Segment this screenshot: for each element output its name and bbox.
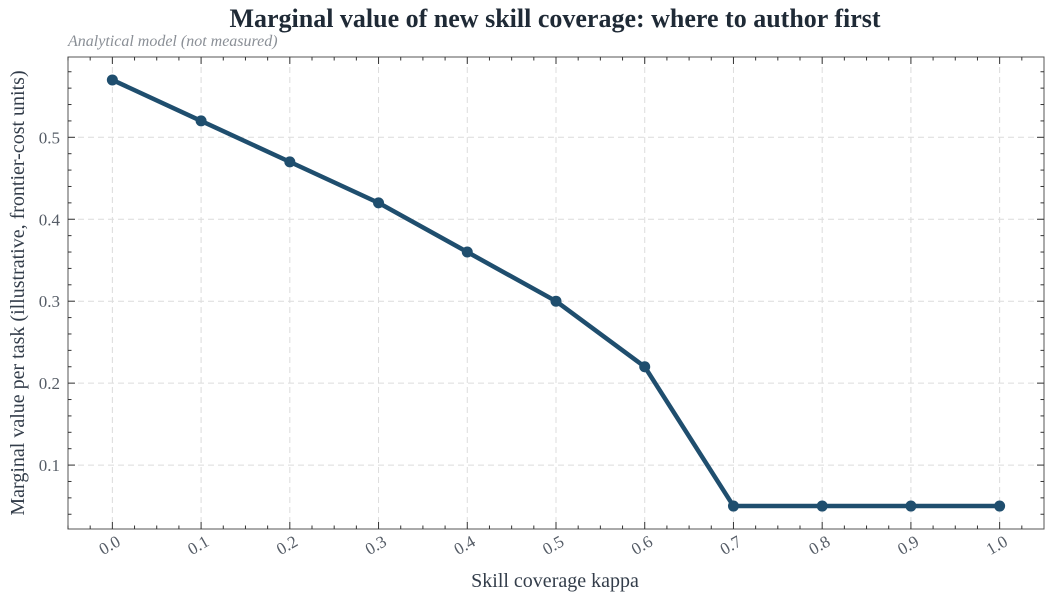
data-point [461, 246, 473, 258]
x-tick-label: 0.7 [717, 531, 745, 558]
data-point [639, 361, 651, 373]
y-tick-label: 0.1 [39, 456, 60, 475]
y-axis-label: Marginal value per task (illustrative, f… [7, 70, 29, 515]
data-point [994, 500, 1006, 512]
data-point [106, 74, 118, 86]
series-layer [106, 74, 1006, 512]
x-axis-label: Skill coverage kappa [471, 570, 639, 592]
x-tick-label: 0.8 [805, 532, 833, 559]
chart-subtitle: Analytical model (not measured) [67, 33, 278, 50]
x-tick-label: 0.1 [184, 532, 212, 559]
x-tick-label: 0.4 [451, 531, 479, 558]
y-tick-label: 0.3 [39, 292, 60, 311]
y-tick-label: 0.2 [39, 374, 60, 393]
data-point [195, 115, 207, 127]
x-tick-label: 0.3 [362, 532, 390, 559]
data-point [284, 156, 296, 168]
data-point [727, 500, 739, 512]
x-tick-label: 0.0 [96, 532, 124, 559]
data-point [550, 295, 562, 307]
grid [68, 57, 1044, 529]
chart-title: Marginal value of new skill coverage: wh… [229, 4, 880, 33]
data-point [816, 500, 828, 512]
data-point [373, 197, 385, 209]
axis-tick-labels: 0.0 0.1 0.2 0.3 0.4 0.5 0.6 0.7 0.8 0.9 1.0 0.1 0.2 0… [39, 128, 1011, 558]
x-tick-label: 0.6 [628, 532, 656, 559]
data-point [905, 500, 917, 512]
x-tick-label: 0.2 [273, 532, 301, 559]
y-tick-label: 0.4 [39, 210, 61, 229]
x-tick-label: 0.5 [539, 532, 567, 559]
axis-ticks [67, 57, 1044, 529]
x-tick-label: 1.0 [983, 532, 1011, 559]
y-tick-label: 0.5 [39, 128, 60, 147]
x-tick-label: 0.9 [894, 532, 922, 559]
